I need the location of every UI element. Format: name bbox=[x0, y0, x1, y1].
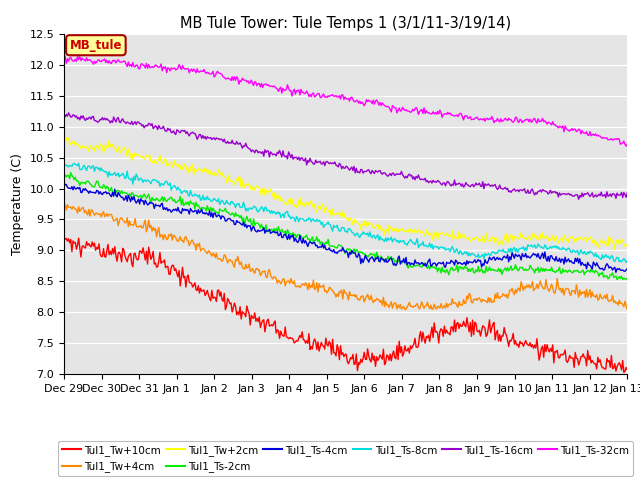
Y-axis label: Temperature (C): Temperature (C) bbox=[11, 153, 24, 255]
Text: MB_tule: MB_tule bbox=[70, 39, 122, 52]
Title: MB Tule Tower: Tule Temps 1 (3/1/11-3/19/14): MB Tule Tower: Tule Temps 1 (3/1/11-3/19… bbox=[180, 16, 511, 31]
Legend: Tul1_Tw+10cm, Tul1_Tw+4cm, Tul1_Tw+2cm, Tul1_Ts-2cm, Tul1_Ts-4cm, Tul1_Ts-8cm, T: Tul1_Tw+10cm, Tul1_Tw+4cm, Tul1_Tw+2cm, … bbox=[58, 441, 634, 476]
